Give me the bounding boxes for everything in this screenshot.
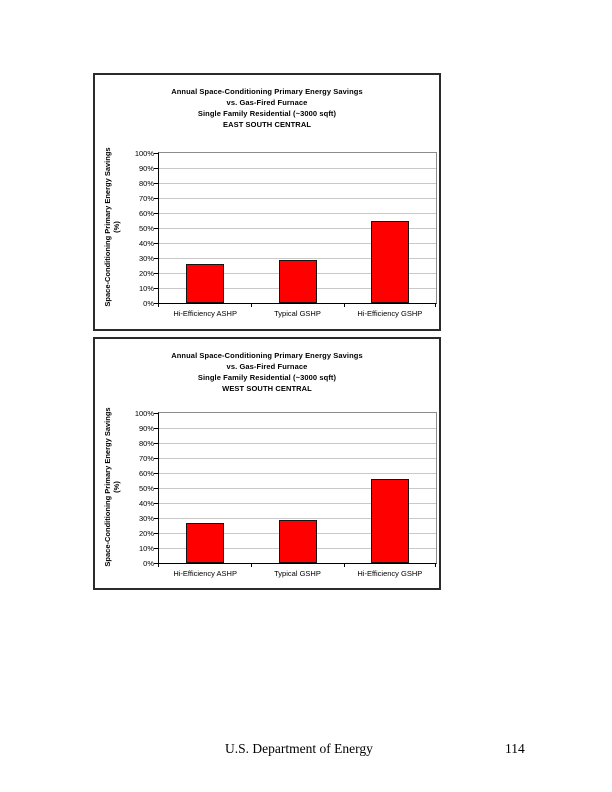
y-axis-tick [154,213,158,214]
y-tick-label: 100% [134,409,154,418]
gridline [159,167,436,169]
bar-hi-efficiency-gshp [370,220,409,303]
y-axis-tick [154,303,158,304]
y-tick-label: 0% [143,559,154,568]
y-tick-label: 10% [138,544,154,553]
gridline [159,182,436,184]
gridline [159,242,436,244]
gridline [159,487,436,489]
y-tick-label: 70% [138,194,154,203]
category-label: Hi-Efficiency ASHP [173,309,237,318]
y-axis-title-line: Space-Conditioning Primary Energy Saving… [103,407,112,567]
gridline [159,517,436,519]
y-tick-label: 60% [138,209,154,218]
footer-text: U.S. Department of Energy [225,741,373,756]
gridline [159,227,436,229]
y-axis-tick [154,503,158,504]
chart-title: Annual Space-Conditioning Primary Energy… [95,86,439,130]
x-axis-tick [435,303,436,307]
y-tick-label: 50% [138,224,154,233]
bar-hi-efficiency-ashp [186,522,225,563]
y-axis-tick [154,413,158,414]
y-axis-tick [154,458,158,459]
bar-typical-gshp [278,259,317,303]
chart-title-line: Annual Space-Conditioning Primary Energy… [171,87,363,96]
y-axis-tick [154,533,158,534]
bar-hi-efficiency-ashp [186,264,225,303]
y-tick-label: 90% [138,164,154,173]
x-axis-tick [435,563,436,567]
y-tick-label: 100% [134,149,154,158]
y-tick-label: 80% [138,179,154,188]
y-axis-tick [154,288,158,289]
chart-title-line: EAST SOUTH CENTRAL [222,120,312,129]
gridline [159,197,436,199]
page-number: 114 [505,741,525,756]
y-axis-tick [154,228,158,229]
plot-area: 100% 90% 80% 70% 60% 50% 40% 30% 20% 10% 0% Hi-Effi… [135,149,437,318]
y-tick-label: 0% [143,299,154,308]
y-tick-label: 30% [138,254,154,263]
category-label: Typical GSHP [274,309,321,318]
y-tick-label: 80% [138,439,154,448]
gridline [159,472,436,474]
chart-title-line: WEST SOUTH CENTRAL [222,384,312,393]
category-label: Hi-Efficiency GSHP [357,309,423,318]
y-axis-tick [154,563,158,564]
y-tick-label: 60% [138,469,154,478]
gridline [159,427,436,429]
chart-west-south-central: Annual Space-Conditioning Primary Energy… [93,337,441,590]
y-tick-label: 70% [138,454,154,463]
y-axis-tick [154,428,158,429]
chart-title-line: vs. Gas-Fired Furnace [226,98,308,107]
page-footer: U.S. Department of Energy 114 [0,741,612,757]
plot-area: 100% 90% 80% 70% 60% 50% 40% 30% 20% 10% 0% Hi-Effi… [135,409,437,578]
y-tick-label: 90% [138,424,154,433]
chart-title-line: Single Family Residential (~3000 sqft) [197,373,337,382]
x-axis-tick [343,563,345,567]
y-tick-label: 20% [138,529,154,538]
y-axis-title-line: Space-Conditioning Primary Energy Saving… [103,147,112,307]
y-tick-label: 40% [138,239,154,248]
x-axis-tick [251,303,253,307]
y-tick-label: 20% [138,269,154,278]
chart-title-line: vs. Gas-Fired Furnace [226,362,308,371]
y-axis-tick [154,198,158,199]
x-axis-tick [158,303,159,307]
gridline [159,457,436,459]
y-axis-tick [154,183,158,184]
category-label: Hi-Efficiency GSHP [357,569,423,578]
chart-title-line: Single Family Residential (~3000 sqft) [197,109,337,118]
y-tick-label: 40% [138,499,154,508]
y-axis-tick [154,473,158,474]
chart-east-south-central: Annual Space-Conditioning Primary Energy… [93,73,441,331]
y-axis-tick [154,243,158,244]
x-axis-tick [158,563,159,567]
y-axis-tick [154,548,158,549]
y-axis-tick [154,443,158,444]
gridline [159,442,436,444]
bar-hi-efficiency-gshp [370,479,409,563]
y-tick-label: 30% [138,514,154,523]
category-label: Typical GSHP [274,569,321,578]
y-axis-tick [154,168,158,169]
bar-typical-gshp [278,519,317,563]
y-axis-tick [154,518,158,519]
gridline [159,212,436,214]
y-axis-tick [154,488,158,489]
y-axis-tick [154,273,158,274]
category-label: Hi-Efficiency ASHP [173,569,237,578]
gridline [159,257,436,259]
y-tick-label: 50% [138,484,154,493]
chart-title: Annual Space-Conditioning Primary Energy… [95,350,439,394]
x-axis-tick [251,563,253,567]
y-axis-tick [154,258,158,259]
y-axis-tick [154,153,158,154]
y-tick-label: 10% [138,284,154,293]
x-axis-tick [343,303,345,307]
chart-title-line: Annual Space-Conditioning Primary Energy… [171,351,363,360]
gridline [159,502,436,504]
